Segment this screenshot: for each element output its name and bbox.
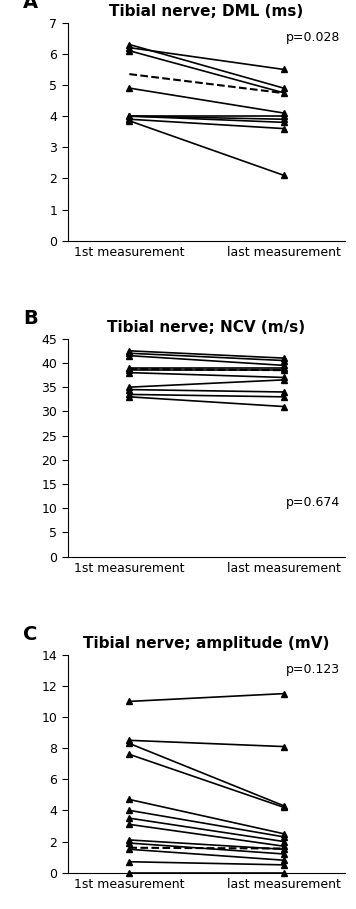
Text: p=0.028: p=0.028 (286, 32, 340, 45)
Title: Tibial nerve; NCV (m/s): Tibial nerve; NCV (m/s) (108, 320, 305, 335)
Title: Tibial nerve; DML (ms): Tibial nerve; DML (ms) (109, 4, 304, 19)
Text: B: B (23, 309, 38, 328)
Text: p=0.674: p=0.674 (286, 495, 340, 509)
Text: p=0.123: p=0.123 (286, 664, 340, 676)
Text: C: C (23, 624, 38, 644)
Title: Tibial nerve; amplitude (mV): Tibial nerve; amplitude (mV) (83, 635, 330, 651)
Text: A: A (23, 0, 38, 12)
